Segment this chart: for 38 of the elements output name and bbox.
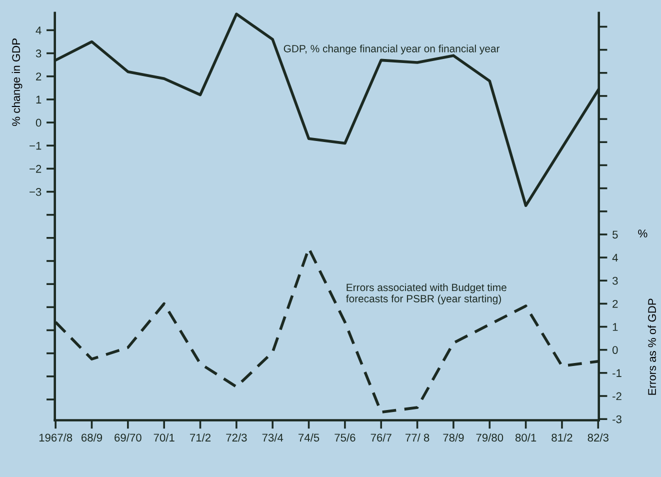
y2-tick-label: 3 xyxy=(612,276,618,285)
y2-tick-label: -2 xyxy=(612,392,622,400)
y-tick-label: 4 xyxy=(36,26,42,34)
x-tick-label: 81/2 xyxy=(552,433,572,442)
y-tick-label: −3 xyxy=(30,188,42,196)
x-tick-label: 71/2 xyxy=(190,433,211,442)
y2-axis-title: Errors as % of GDP xyxy=(648,298,656,395)
y2-tick-label: 0 xyxy=(612,346,618,354)
series-label: Errors associated with Budget time forecasts for PSBR (year starting) xyxy=(346,283,506,304)
y-tick-label: 1 xyxy=(36,96,42,104)
y2-tick-label: 2 xyxy=(612,300,618,308)
x-tick-label: 70/1 xyxy=(154,433,174,442)
x-tick-label: 74/5 xyxy=(298,433,320,442)
y-axis-title: % change in GDP xyxy=(12,38,22,126)
text: % xyxy=(638,230,648,238)
x-tick-label: 79/80 xyxy=(476,433,504,442)
x-tick-label: 73/4 xyxy=(262,433,284,442)
x-tick-label: 78/9 xyxy=(443,433,464,442)
x-tick-label: 80/1 xyxy=(515,433,536,442)
y-tick-label: −1 xyxy=(30,142,42,150)
x-tick-label: 69/70 xyxy=(114,433,142,442)
y2-tick-label: 5 xyxy=(612,230,618,239)
y-tick-label: 0 xyxy=(36,118,42,127)
x-tick-label: 68/9 xyxy=(82,433,102,442)
y2-tick-label: -3 xyxy=(612,415,622,424)
x-tick-label: 1967/8 xyxy=(39,433,72,442)
y-tick-label: 2 xyxy=(36,72,42,80)
x-tick-label: 82/3 xyxy=(588,433,608,442)
series-label: GDP, % change financial year on financial year xyxy=(284,44,500,54)
y2-tick-label: 4 xyxy=(612,254,618,262)
y2-tick-label: 1 xyxy=(612,323,618,331)
y-tick-label: −2 xyxy=(30,164,42,173)
y-tick-label: 3 xyxy=(36,50,42,58)
y2-tick-label: -1 xyxy=(612,369,622,377)
x-tick-label: 72/3 xyxy=(226,433,247,442)
x-tick-label: 75/6 xyxy=(334,433,356,442)
x-tick-label: 77/ 8 xyxy=(406,433,430,442)
x-tick-label: 76/7 xyxy=(370,433,392,442)
